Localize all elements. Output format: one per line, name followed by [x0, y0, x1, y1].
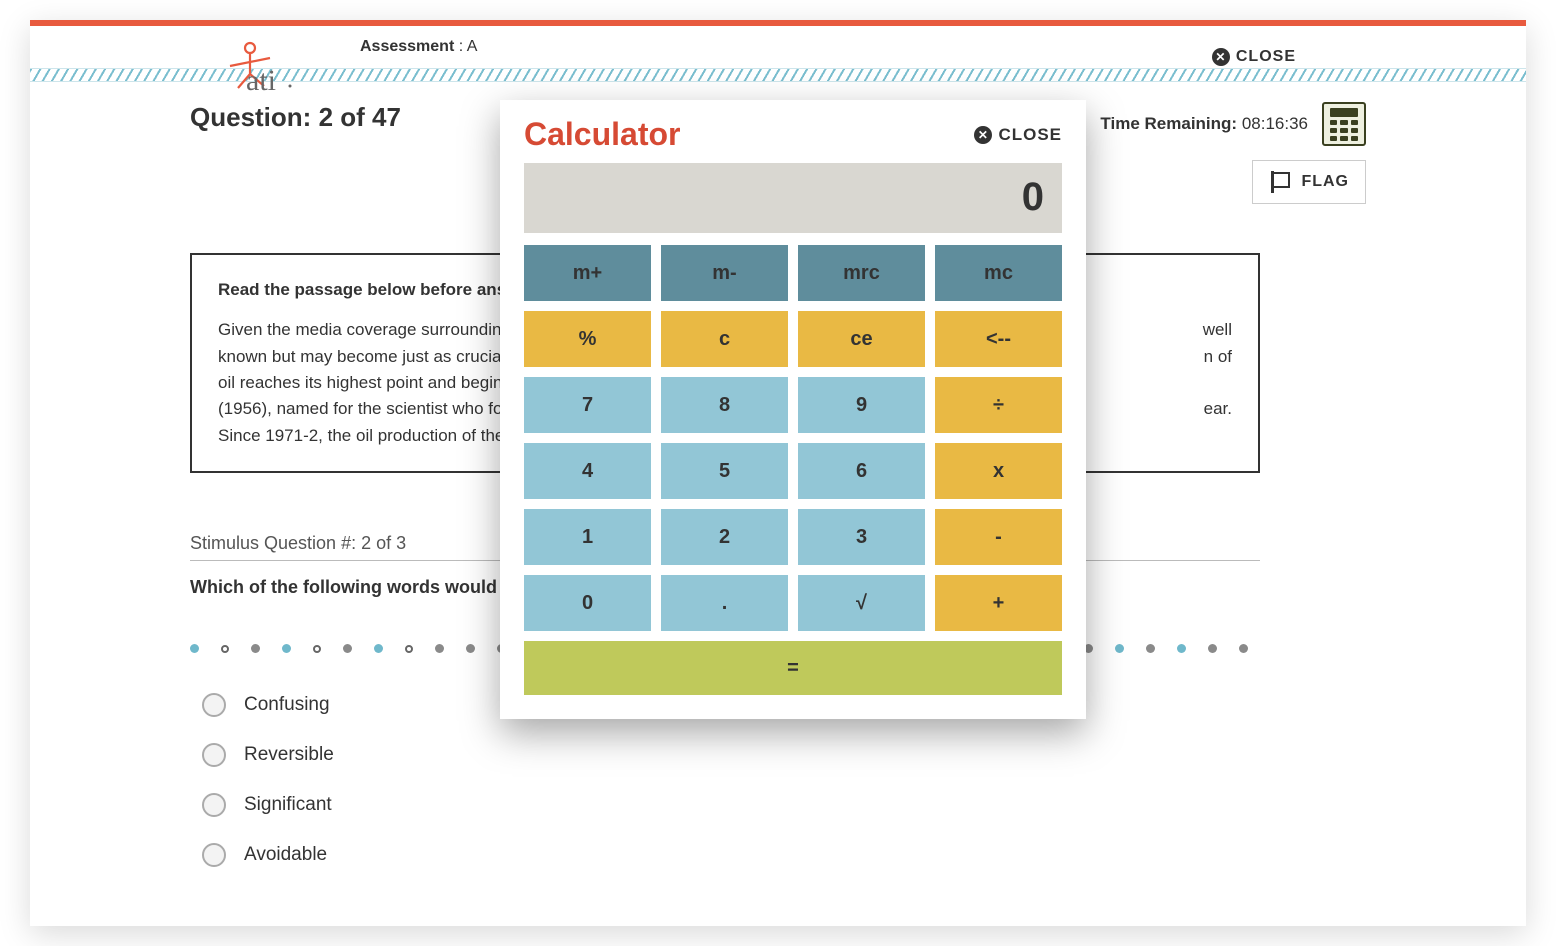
radio-icon	[202, 743, 226, 767]
calc-key-c[interactable]: c	[661, 311, 788, 367]
calc-key-0[interactable]: 0	[524, 575, 651, 631]
calculator-close-label: CLOSE	[998, 125, 1062, 145]
answer-label: Confusing	[244, 694, 330, 716]
time-remaining: Time Remaining: 08:16:36	[1100, 114, 1308, 134]
progress-dot[interactable]	[405, 645, 413, 653]
calc-key-4[interactable]: 4	[524, 443, 651, 499]
question-counter: Question: 2 of 47	[190, 102, 401, 133]
flag-button[interactable]: FLAG	[1252, 160, 1366, 204]
progress-dot[interactable]	[221, 645, 229, 653]
calc-key-[interactable]: √	[798, 575, 925, 631]
answer-option[interactable]: Avoidable	[202, 843, 1366, 867]
calc-key-1[interactable]: 1	[524, 509, 651, 565]
header: ati Assessment : A ✕ CLOSE	[30, 26, 1526, 68]
progress-dot[interactable]	[190, 644, 199, 653]
calc-key-x[interactable]: x	[935, 443, 1062, 499]
radio-icon	[202, 793, 226, 817]
calc-key-8[interactable]: 8	[661, 377, 788, 433]
radio-icon	[202, 693, 226, 717]
calc-key-5[interactable]: 5	[661, 443, 788, 499]
progress-dot[interactable]	[343, 644, 352, 653]
calc-key-[interactable]: ÷	[935, 377, 1062, 433]
calc-key-m[interactable]: m-	[661, 245, 788, 301]
radio-icon	[202, 843, 226, 867]
calc-key-3[interactable]: 3	[798, 509, 925, 565]
progress-dot[interactable]	[435, 644, 444, 653]
flag-label: FLAG	[1301, 173, 1349, 191]
answer-label: Avoidable	[244, 844, 327, 866]
progress-dot[interactable]	[1239, 644, 1248, 653]
app-window: ati Assessment : A ✕ CLOSE Question: 2 o…	[30, 20, 1526, 926]
calc-key-ce[interactable]: ce	[798, 311, 925, 367]
progress-dot[interactable]	[313, 645, 321, 653]
progress-dot[interactable]	[1115, 644, 1124, 653]
progress-dot[interactable]	[1208, 644, 1217, 653]
close-label: CLOSE	[1236, 48, 1296, 66]
calc-key-[interactable]: +	[935, 575, 1062, 631]
close-assessment-button[interactable]: ✕ CLOSE	[1212, 48, 1296, 66]
calc-key-[interactable]: -	[935, 509, 1062, 565]
assessment-label: Assessment : A	[360, 38, 477, 56]
progress-dot[interactable]	[282, 644, 291, 653]
answer-list: Confusing Reversible Significant Avoidable	[190, 693, 1366, 867]
progress-dot[interactable]	[251, 644, 260, 653]
calculator-close-button[interactable]: ✕ CLOSE	[974, 125, 1062, 145]
calc-key-2[interactable]: 2	[661, 509, 788, 565]
progress-dot[interactable]	[1177, 644, 1186, 653]
close-icon: ✕	[974, 126, 992, 144]
close-icon: ✕	[1212, 48, 1230, 66]
calculator-display: 0	[524, 163, 1062, 233]
calc-key-[interactable]: <--	[935, 311, 1062, 367]
progress-dot[interactable]	[374, 644, 383, 653]
calc-key-mc[interactable]: mc	[935, 245, 1062, 301]
calculator-modal: Calculator ✕ CLOSE 0 m+m-mrcmc%cce<-- 789…	[500, 100, 1086, 719]
calc-key-equals[interactable]: =	[524, 641, 1062, 695]
answer-label: Significant	[244, 794, 332, 816]
calc-key-[interactable]: %	[524, 311, 651, 367]
progress-dot[interactable]	[466, 644, 475, 653]
calc-key-mrc[interactable]: mrc	[798, 245, 925, 301]
calc-key-6[interactable]: 6	[798, 443, 925, 499]
calc-key-7[interactable]: 7	[524, 377, 651, 433]
assessment-label-prefix: Assessment	[360, 38, 454, 55]
flag-icon	[1269, 171, 1291, 193]
calculator-title: Calculator	[524, 116, 680, 153]
answer-label: Reversible	[244, 744, 334, 766]
calc-key-[interactable]: .	[661, 575, 788, 631]
calculator-keypad: m+m-mrcmc%cce<-- 789÷ 456x 123- 0.√+ =	[524, 245, 1062, 695]
calc-key-m[interactable]: m+	[524, 245, 651, 301]
progress-dot[interactable]	[1146, 644, 1155, 653]
answer-option[interactable]: Significant	[202, 793, 1366, 817]
calc-key-9[interactable]: 9	[798, 377, 925, 433]
calculator-header: Calculator ✕ CLOSE	[524, 116, 1062, 153]
calculator-icon[interactable]	[1322, 102, 1366, 146]
answer-option[interactable]: Reversible	[202, 743, 1366, 767]
right-meta: Time Remaining: 08:16:36	[1100, 102, 1366, 146]
